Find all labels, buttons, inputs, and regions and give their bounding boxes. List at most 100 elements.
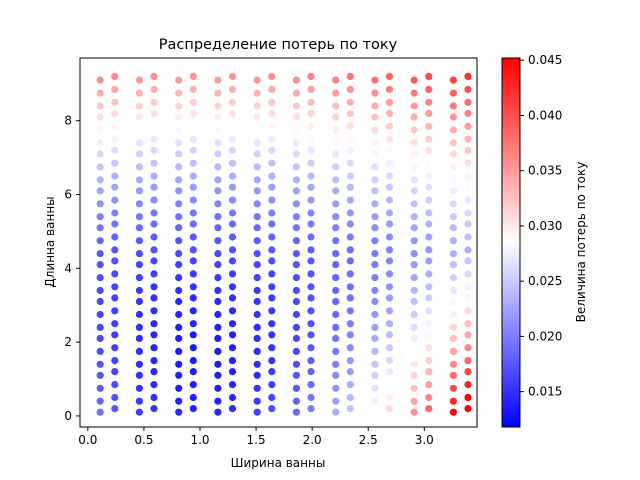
scatter-point [228,109,237,117]
scatter-point [332,371,340,379]
scatter-point [175,360,183,368]
scatter-point [253,200,261,208]
scatter-point [268,109,276,117]
scatter-point [385,393,394,402]
scatter-point [214,224,222,232]
scatter-point [111,283,119,291]
scatter-point [464,405,472,413]
scatter-point [385,368,394,376]
scatter-point [135,237,143,245]
scatter-point [175,102,183,110]
scatter-point [292,397,300,405]
scatter-point [307,405,315,413]
scatter-point [371,384,379,392]
scatter-point [425,283,433,291]
scatter-point [371,297,379,306]
scatter-point [449,150,457,158]
scatter-point [214,274,222,282]
scatter-point [96,76,104,84]
scatter-point [332,286,340,295]
scatter-point [410,371,418,379]
scatter-point [425,122,433,130]
scatter-point [449,286,457,295]
scatter-point [464,270,472,278]
scatter-point [189,98,197,106]
scatter-point [268,209,276,217]
scatter-point [332,261,340,269]
scatter-point [385,233,394,241]
scatter-point [268,381,276,389]
scatter-point [371,113,379,121]
scatter-point [464,85,472,93]
scatter-point [292,200,300,208]
scatter-point [332,397,340,405]
scatter-point [150,220,158,228]
scatter-point [346,246,354,254]
scatter-point [449,163,457,171]
scatter-point [214,89,222,97]
scatter-point [175,213,183,221]
scatter-point [385,196,394,204]
scatter-point [96,323,104,331]
scatter-point [449,297,457,306]
scatter-point [292,297,300,306]
scatter-point [214,261,222,269]
scatter-point [449,200,457,208]
scatter-point [307,246,315,254]
scatter-point [214,334,222,342]
scatter-point [346,98,354,106]
scatter-point [410,286,418,295]
scatter-point [332,297,340,306]
scatter-point [175,224,183,232]
scatter-point [307,270,315,278]
scatter-point [268,344,276,352]
scatter-point [175,371,183,379]
scatter-point [410,213,418,221]
scatter-point [96,213,104,221]
scatter-point [464,98,472,106]
scatter-point [425,109,433,117]
scatter-point [175,163,183,171]
scatter-point [214,76,222,84]
scatter-point [292,102,300,110]
scatter-point [96,360,104,368]
scatter-point [410,187,418,195]
scatter-point [175,113,183,121]
scatter-point [175,76,183,84]
scatter-point [150,393,158,402]
scatter-point [228,85,237,93]
y-tick-label: 2 [64,335,72,349]
scatter-point [292,360,300,368]
scatter-point [346,294,354,302]
scatter-point [253,102,261,110]
scatter-point [410,224,418,232]
scatter-point [346,357,354,365]
scatter-point [449,384,457,392]
scatter-point [307,393,315,402]
scatter-point [135,297,143,306]
scatter-point [332,224,340,232]
scatter-point [425,393,433,402]
scatter-point [228,159,237,167]
scatter-point [150,331,158,339]
scatter-point [332,323,340,331]
y-tick-label: 8 [64,114,72,128]
scatter-point [464,331,472,339]
scatter-point [332,163,340,171]
scatter-point [307,196,315,204]
scatter-point [410,150,418,158]
scatter-point [307,344,315,352]
scatter-point [268,246,276,254]
scatter-point [464,393,472,402]
scatter-point [253,310,261,319]
scatter-point [449,224,457,232]
scatter-point [96,176,104,184]
scatter-point [346,283,354,291]
scatter-point [410,297,418,306]
scatter-point [228,294,237,302]
scatter-point [464,257,472,265]
scatter-point [135,163,143,171]
scatter-point [96,237,104,245]
scatter-point [228,135,237,143]
scatter-point [214,250,222,258]
